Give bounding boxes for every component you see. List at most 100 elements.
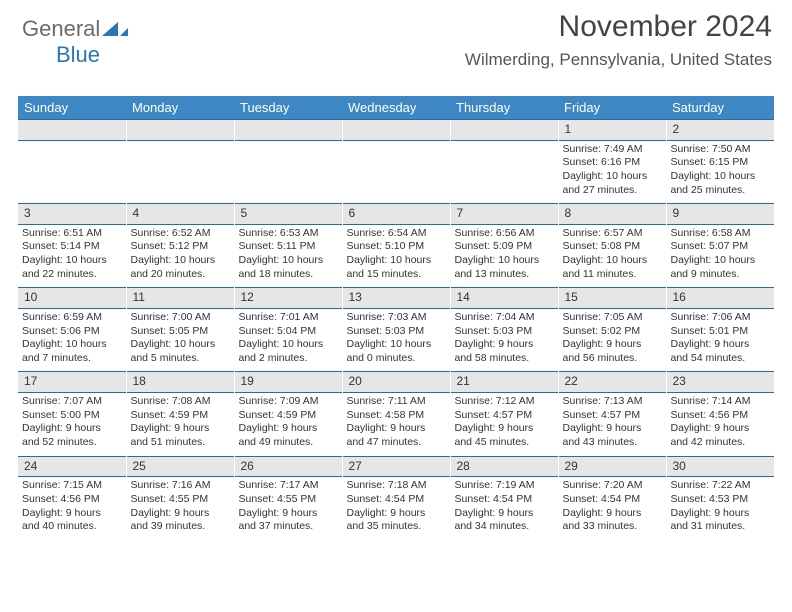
daylight-text-2: and 27 minutes. <box>563 184 662 198</box>
day-number-cell: 16 <box>666 288 774 309</box>
day-number-cell: 26 <box>234 456 342 477</box>
day-content-cell: Sunrise: 7:11 AMSunset: 4:58 PMDaylight:… <box>342 393 450 457</box>
daylight-text-2: and 37 minutes. <box>239 520 338 534</box>
day-number-cell: 27 <box>342 456 450 477</box>
day-number-cell: 14 <box>450 288 558 309</box>
day-content-cell: Sunrise: 7:16 AMSunset: 4:55 PMDaylight:… <box>126 477 234 540</box>
sunrise-text: Sunrise: 6:51 AM <box>22 227 122 241</box>
day-number-row: 3456789 <box>18 204 774 225</box>
day-content-cell: Sunrise: 6:54 AMSunset: 5:10 PMDaylight:… <box>342 224 450 288</box>
sunset-text: Sunset: 5:06 PM <box>22 325 122 339</box>
daylight-text-2: and 43 minutes. <box>563 436 662 450</box>
daylight-text-1: Daylight: 9 hours <box>455 338 554 352</box>
title-block: November 2024 Wilmerding, Pennsylvania, … <box>465 10 772 70</box>
daylight-text-1: Daylight: 9 hours <box>22 507 122 521</box>
calendar-grid: Sunday Monday Tuesday Wednesday Thursday… <box>18 96 774 540</box>
sunrise-text: Sunrise: 6:54 AM <box>347 227 446 241</box>
daylight-text-1: Daylight: 9 hours <box>671 338 771 352</box>
sunset-text: Sunset: 5:10 PM <box>347 240 446 254</box>
day-content-cell: Sunrise: 6:59 AMSunset: 5:06 PMDaylight:… <box>18 308 126 372</box>
day-content-cell: Sunrise: 7:07 AMSunset: 5:00 PMDaylight:… <box>18 393 126 457</box>
sunset-text: Sunset: 5:14 PM <box>22 240 122 254</box>
day-number-cell: 13 <box>342 288 450 309</box>
brand-part2: Blue <box>56 42 100 67</box>
sunrise-text: Sunrise: 6:58 AM <box>671 227 771 241</box>
daylight-text-1: Daylight: 9 hours <box>563 507 662 521</box>
day-content-cell: Sunrise: 7:13 AMSunset: 4:57 PMDaylight:… <box>558 393 666 457</box>
weekday-header: Thursday <box>450 96 558 120</box>
calendar-table: Sunday Monday Tuesday Wednesday Thursday… <box>18 96 774 540</box>
sunrise-text: Sunrise: 7:05 AM <box>563 311 662 325</box>
day-number-row: 17181920212223 <box>18 372 774 393</box>
daylight-text-1: Daylight: 9 hours <box>563 338 662 352</box>
day-content-cell: Sunrise: 7:03 AMSunset: 5:03 PMDaylight:… <box>342 308 450 372</box>
daylight-text-1: Daylight: 10 hours <box>22 254 122 268</box>
sunrise-text: Sunrise: 7:08 AM <box>131 395 230 409</box>
daylight-text-2: and 9 minutes. <box>671 268 771 282</box>
daylight-text-2: and 33 minutes. <box>563 520 662 534</box>
sunrise-text: Sunrise: 7:22 AM <box>671 479 771 493</box>
day-content-cell: Sunrise: 7:19 AMSunset: 4:54 PMDaylight:… <box>450 477 558 540</box>
sunrise-text: Sunrise: 7:14 AM <box>671 395 771 409</box>
weekday-header: Friday <box>558 96 666 120</box>
sunrise-text: Sunrise: 7:03 AM <box>347 311 446 325</box>
day-number-cell: 11 <box>126 288 234 309</box>
calendar-page: General Blue November 2024 Wilmerding, P… <box>0 0 792 612</box>
weekday-header: Saturday <box>666 96 774 120</box>
daylight-text-2: and 13 minutes. <box>455 268 554 282</box>
sunset-text: Sunset: 4:54 PM <box>347 493 446 507</box>
sunset-text: Sunset: 6:15 PM <box>671 156 771 170</box>
sunset-text: Sunset: 4:57 PM <box>563 409 662 423</box>
sunrise-text: Sunrise: 7:19 AM <box>455 479 554 493</box>
daylight-text-2: and 56 minutes. <box>563 352 662 366</box>
day-content-cell: Sunrise: 7:12 AMSunset: 4:57 PMDaylight:… <box>450 393 558 457</box>
day-content-row: Sunrise: 7:49 AMSunset: 6:16 PMDaylight:… <box>18 140 774 204</box>
daylight-text-2: and 35 minutes. <box>347 520 446 534</box>
sunrise-text: Sunrise: 7:17 AM <box>239 479 338 493</box>
daylight-text-1: Daylight: 10 hours <box>239 254 338 268</box>
daylight-text-1: Daylight: 9 hours <box>671 507 771 521</box>
daylight-text-2: and 2 minutes. <box>239 352 338 366</box>
daylight-text-1: Daylight: 10 hours <box>22 338 122 352</box>
daylight-text-1: Daylight: 9 hours <box>131 422 230 436</box>
day-number-cell <box>234 120 342 141</box>
day-content-cell: Sunrise: 7:00 AMSunset: 5:05 PMDaylight:… <box>126 308 234 372</box>
day-number-row: 10111213141516 <box>18 288 774 309</box>
sunrise-text: Sunrise: 7:16 AM <box>131 479 230 493</box>
daylight-text-1: Daylight: 10 hours <box>347 254 446 268</box>
daylight-text-2: and 58 minutes. <box>455 352 554 366</box>
daylight-text-2: and 31 minutes. <box>671 520 771 534</box>
sunset-text: Sunset: 5:09 PM <box>455 240 554 254</box>
sail-icon <box>102 18 128 38</box>
daylight-text-1: Daylight: 10 hours <box>239 338 338 352</box>
day-content-cell: Sunrise: 7:20 AMSunset: 4:54 PMDaylight:… <box>558 477 666 540</box>
day-number-cell: 19 <box>234 372 342 393</box>
daylight-text-1: Daylight: 10 hours <box>563 170 662 184</box>
sunset-text: Sunset: 4:57 PM <box>455 409 554 423</box>
weekday-header: Wednesday <box>342 96 450 120</box>
daylight-text-1: Daylight: 10 hours <box>131 254 230 268</box>
sunrise-text: Sunrise: 7:11 AM <box>347 395 446 409</box>
location: Wilmerding, Pennsylvania, United States <box>465 50 772 70</box>
day-number-cell: 24 <box>18 456 126 477</box>
sunset-text: Sunset: 5:00 PM <box>22 409 122 423</box>
sunrise-text: Sunrise: 7:13 AM <box>563 395 662 409</box>
day-number-cell: 8 <box>558 204 666 225</box>
sunrise-text: Sunrise: 7:07 AM <box>22 395 122 409</box>
daylight-text-1: Daylight: 9 hours <box>455 507 554 521</box>
daylight-text-2: and 54 minutes. <box>671 352 771 366</box>
sunrise-text: Sunrise: 7:04 AM <box>455 311 554 325</box>
daylight-text-1: Daylight: 9 hours <box>239 422 338 436</box>
day-number-cell: 5 <box>234 204 342 225</box>
day-content-cell: Sunrise: 6:56 AMSunset: 5:09 PMDaylight:… <box>450 224 558 288</box>
sunrise-text: Sunrise: 6:57 AM <box>563 227 662 241</box>
daylight-text-1: Daylight: 10 hours <box>671 170 771 184</box>
day-number-cell <box>450 120 558 141</box>
sunrise-text: Sunrise: 6:59 AM <box>22 311 122 325</box>
sunrise-text: Sunrise: 7:50 AM <box>671 143 771 157</box>
day-number-cell: 25 <box>126 456 234 477</box>
weekday-header: Sunday <box>18 96 126 120</box>
sunset-text: Sunset: 4:54 PM <box>563 493 662 507</box>
sunrise-text: Sunrise: 7:15 AM <box>22 479 122 493</box>
day-content-cell: Sunrise: 7:05 AMSunset: 5:02 PMDaylight:… <box>558 308 666 372</box>
